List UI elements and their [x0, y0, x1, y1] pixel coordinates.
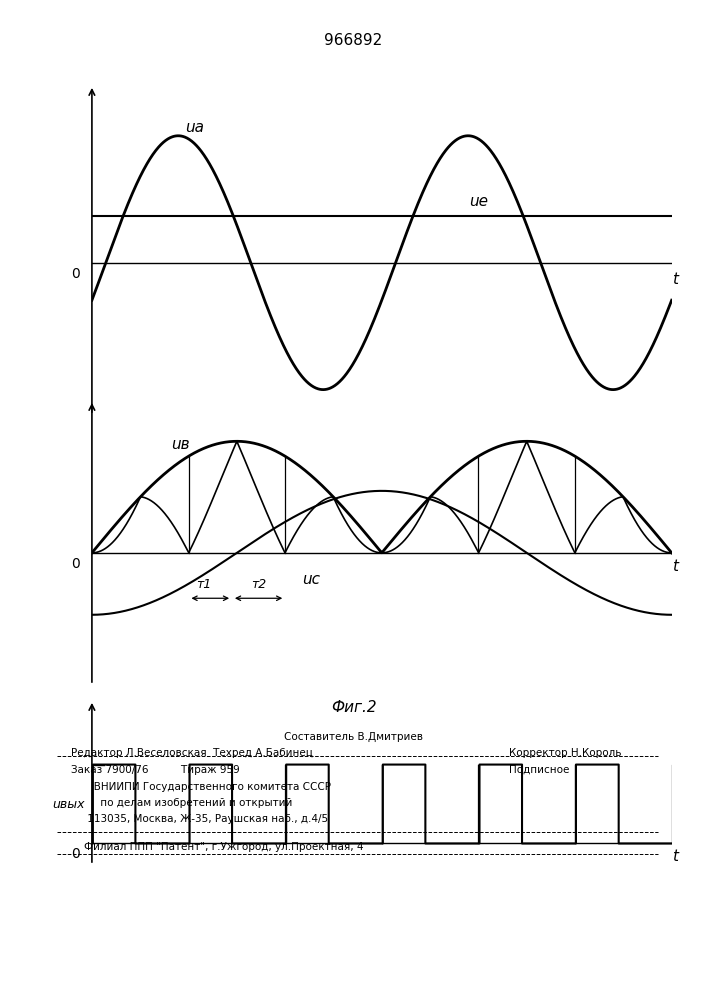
Text: Филиал ППП "Патент", г.Ужгород, ул.Проектная, 4: Филиал ППП "Патент", г.Ужгород, ул.Проек…: [71, 842, 363, 852]
Text: 113035, Москва, Ж-35, Раушская наб., д.4/5: 113035, Москва, Ж-35, Раушская наб., д.4…: [71, 814, 328, 824]
Text: t: t: [672, 849, 677, 864]
Text: Заказ 7900/76          Тираж 959: Заказ 7900/76 Тираж 959: [71, 765, 240, 775]
Text: 0: 0: [71, 267, 80, 281]
Text: 966892: 966892: [325, 33, 382, 48]
Text: t: t: [672, 272, 677, 287]
Text: т1: т1: [196, 578, 211, 591]
Text: Составитель В.Дмитриев: Составитель В.Дмитриев: [284, 732, 423, 742]
Text: т2: т2: [251, 578, 267, 591]
Text: uс: uс: [302, 572, 320, 587]
Text: uвых: uвых: [53, 798, 86, 811]
Text: Подписное: Подписное: [509, 765, 569, 775]
Text: 0: 0: [71, 847, 80, 861]
Text: uа: uа: [185, 120, 204, 135]
Text: uе: uе: [469, 194, 488, 209]
Text: Фиг.2: Фиг.2: [331, 700, 376, 715]
Text: uв: uв: [172, 437, 190, 452]
Text: ВНИИПИ Государственного комитета СССР: ВНИИПИ Государственного комитета СССР: [71, 782, 331, 792]
Text: t: t: [672, 559, 677, 574]
Text: по делам изобретений и открытий: по делам изобретений и открытий: [71, 798, 292, 808]
Text: Редактор Л.Веселовская  Техред А.Бабинец: Редактор Л.Веселовская Техред А.Бабинец: [71, 748, 312, 758]
Text: Корректор Н.Король: Корректор Н.Король: [509, 748, 621, 758]
Text: 0: 0: [71, 557, 80, 571]
